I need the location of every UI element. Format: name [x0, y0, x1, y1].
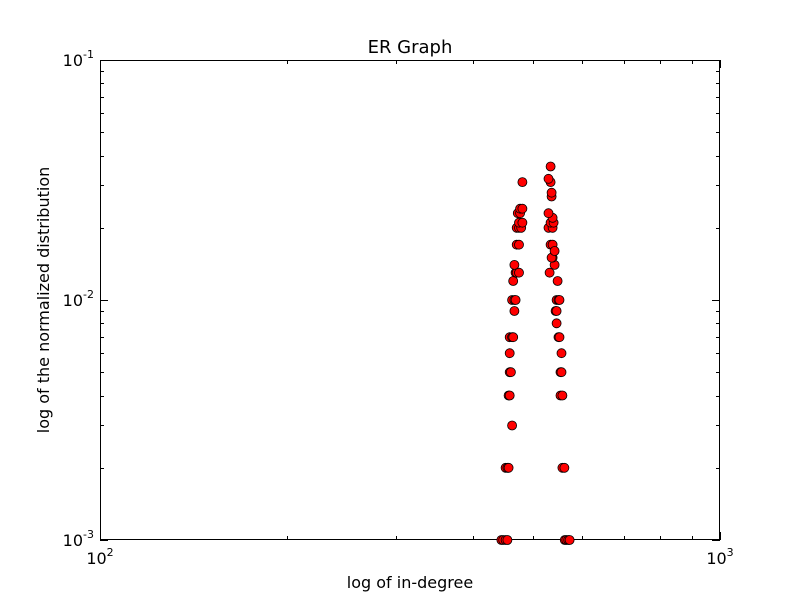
data-points	[496, 161, 575, 545]
y-tick-label: 10-1	[63, 48, 94, 70]
data-point	[517, 177, 528, 188]
data-point	[502, 535, 513, 545]
data-point	[556, 367, 567, 378]
data-point	[517, 203, 528, 214]
data-point	[556, 348, 567, 359]
data-point	[507, 420, 517, 431]
data-point	[517, 217, 528, 228]
data-point	[505, 367, 516, 378]
y-axis-label: log of the normalized distribution	[34, 167, 53, 434]
data-point	[509, 306, 520, 316]
data-point	[543, 208, 554, 219]
y-tick-label: 10-2	[63, 288, 94, 310]
data-point	[554, 332, 565, 343]
data-point	[564, 535, 575, 545]
data-point	[514, 267, 524, 278]
data-point	[514, 239, 524, 250]
chart-title: ER Graph	[368, 37, 453, 58]
data-point	[545, 161, 556, 172]
data-point	[544, 267, 555, 278]
data-point	[508, 276, 519, 286]
data-point	[549, 246, 560, 256]
data-point	[557, 390, 568, 401]
ticks-layer: 102 103 10-3 10-2 10-1	[63, 48, 734, 568]
data-point	[504, 348, 515, 359]
y-tick-label: 10-3	[63, 528, 94, 550]
x-tick-label: 102	[86, 546, 113, 568]
data-point	[510, 295, 521, 305]
data-point	[504, 390, 515, 401]
x-tick-label: 103	[706, 546, 733, 568]
data-point	[559, 462, 570, 473]
data-point	[508, 332, 519, 343]
data-point	[551, 306, 562, 316]
x-axis-label: log of in-degree	[347, 573, 473, 592]
data-point	[543, 173, 554, 184]
data-point	[551, 318, 562, 329]
data-point	[546, 187, 557, 198]
data-point	[552, 276, 563, 286]
data-point	[554, 295, 565, 305]
data-point	[503, 462, 514, 473]
data-point	[509, 259, 520, 270]
